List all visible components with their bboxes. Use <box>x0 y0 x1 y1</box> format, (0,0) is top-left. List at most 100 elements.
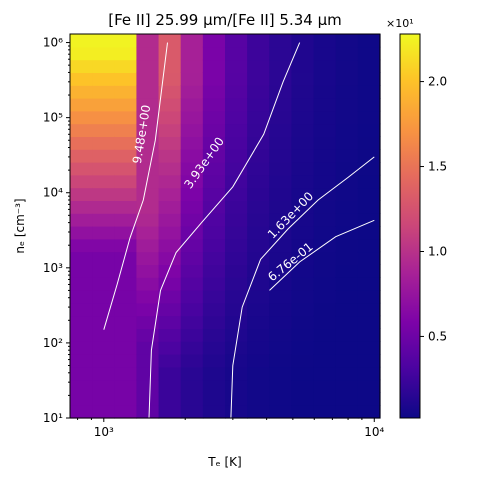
heatmap-cell <box>269 366 293 381</box>
heatmap-cell <box>225 46 248 61</box>
heatmap-cell <box>114 98 138 112</box>
heatmap-cell <box>225 366 248 381</box>
heatmap-cell <box>136 328 160 342</box>
heatmap-cell <box>180 328 204 342</box>
heatmap-cell <box>291 226 315 240</box>
x-tick-label: 10³ <box>94 425 114 439</box>
heatmap-cell <box>335 149 359 163</box>
heatmap-cell <box>180 277 204 291</box>
heatmap-cell <box>291 59 315 73</box>
heatmap-cell <box>225 264 248 278</box>
heatmap-cell <box>357 366 381 381</box>
heatmap-cell <box>269 251 293 265</box>
heatmap-cell <box>313 110 337 125</box>
heatmap-cell <box>247 59 270 73</box>
heatmap-cell <box>202 251 226 265</box>
heatmap-cell <box>269 162 293 176</box>
heatmap-cell <box>291 290 315 304</box>
heatmap-cell <box>70 149 93 163</box>
heatmap-cell <box>247 392 270 406</box>
heatmap-cell <box>70 46 93 61</box>
heatmap-cell <box>202 315 226 329</box>
heatmap-cell <box>202 110 226 125</box>
heatmap-cell <box>92 238 115 253</box>
heatmap-cell <box>92 136 115 150</box>
heatmap-cell <box>136 354 160 368</box>
heatmap-cell <box>313 264 337 278</box>
heatmap-cell <box>357 34 381 48</box>
heatmap-cell <box>335 34 359 48</box>
heatmap-cell <box>357 174 381 189</box>
heatmap-cell <box>202 136 226 150</box>
heatmap-cell <box>114 174 138 189</box>
heatmap-cell <box>114 315 138 329</box>
heatmap-cell <box>70 379 93 393</box>
heatmap-cell <box>225 136 248 150</box>
heatmap-cell <box>180 315 204 329</box>
heatmap-cell <box>158 149 182 163</box>
heatmap-cell <box>313 405 337 419</box>
heatmap-cell <box>114 341 138 355</box>
heatmap-cell <box>202 277 226 291</box>
chart-title: [Fe II] 25.99 μm/[Fe II] 5.34 μm <box>108 11 342 29</box>
heatmap-cell <box>70 354 93 368</box>
heatmap-cell <box>180 149 204 163</box>
heatmap-cell <box>180 200 204 214</box>
heatmap-cell <box>225 213 248 227</box>
heatmap-cells <box>70 34 381 419</box>
heatmap-cell <box>357 251 381 265</box>
heatmap-cell <box>202 366 226 381</box>
heatmap-cell <box>291 110 315 125</box>
heatmap-cell <box>269 328 293 342</box>
heatmap-cell <box>114 110 138 125</box>
heatmap-cell <box>92 46 115 61</box>
heatmap-cell <box>136 226 160 240</box>
heatmap-cell <box>70 98 93 112</box>
heatmap-cell <box>158 238 182 253</box>
heatmap-cell <box>158 315 182 329</box>
heatmap-cell <box>291 328 315 342</box>
y-tick-label: 10⁵ <box>43 111 63 125</box>
heatmap-cell <box>247 328 270 342</box>
heatmap-cell <box>92 277 115 291</box>
heatmap-cell <box>158 123 182 137</box>
heatmap-cell <box>247 379 270 393</box>
heatmap-cell <box>136 379 160 393</box>
heatmap-cell <box>247 200 270 214</box>
heatmap-cell <box>92 34 115 48</box>
heatmap-cell <box>291 264 315 278</box>
heatmap-cell <box>225 226 248 240</box>
heatmap-cell <box>357 341 381 355</box>
heatmap-cell <box>335 136 359 150</box>
heatmap-cell <box>313 59 337 73</box>
heatmap-cell <box>202 123 226 137</box>
heatmap-cell <box>269 302 293 317</box>
heatmap-cell <box>92 174 115 189</box>
heatmap-cell <box>291 149 315 163</box>
heatmap-cell <box>70 200 93 214</box>
heatmap-cell <box>180 290 204 304</box>
heatmap-cell <box>158 34 182 48</box>
heatmap-cell <box>202 213 226 227</box>
heatmap-cell <box>247 85 270 99</box>
heatmap-cell <box>313 354 337 368</box>
heatmap-cell <box>202 226 226 240</box>
heatmap-cell <box>114 136 138 150</box>
heatmap-cell <box>357 354 381 368</box>
heatmap-cell <box>136 162 160 176</box>
colorbar-tick-label: 0.5 <box>428 329 447 343</box>
heatmap-cell <box>136 366 160 381</box>
heatmap-cell <box>313 341 337 355</box>
heatmap-cell <box>114 149 138 163</box>
heatmap-cell <box>70 328 93 342</box>
heatmap-cell <box>92 315 115 329</box>
heatmap-cell <box>291 85 315 99</box>
heatmap-cell <box>357 46 381 61</box>
heatmap-cell <box>291 302 315 317</box>
heatmap-cell <box>180 34 204 48</box>
colorbar-tick-label: 1.0 <box>428 244 447 258</box>
heatmap-cell <box>136 302 160 317</box>
y-tick-label: 10⁶ <box>43 36 63 50</box>
heatmap-cell <box>70 341 93 355</box>
heatmap-cell <box>313 46 337 61</box>
